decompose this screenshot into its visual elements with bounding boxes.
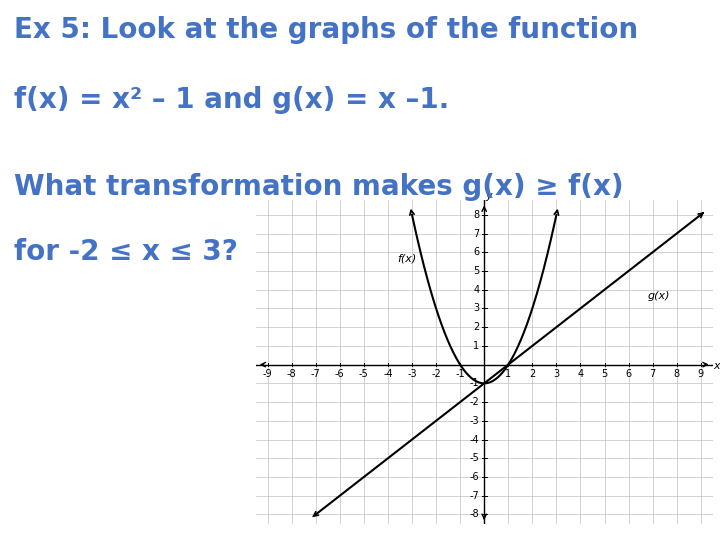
Text: -5: -5	[359, 369, 369, 379]
Text: -9: -9	[263, 369, 272, 379]
Text: -4: -4	[469, 435, 480, 444]
Text: 4: 4	[577, 369, 583, 379]
Text: -6: -6	[335, 369, 345, 379]
Text: f(x) = x² – 1 and g(x) = x –1.: f(x) = x² – 1 and g(x) = x –1.	[14, 86, 450, 114]
Text: What transformation makes g(x) ≥ f(x): What transformation makes g(x) ≥ f(x)	[14, 173, 624, 201]
Text: 2: 2	[473, 322, 480, 332]
Text: -8: -8	[287, 369, 297, 379]
Text: y: y	[486, 191, 492, 201]
Text: -3: -3	[469, 416, 480, 426]
Text: 6: 6	[473, 247, 480, 257]
Text: -5: -5	[469, 453, 480, 463]
Text: 1: 1	[473, 341, 480, 351]
Text: -2: -2	[431, 369, 441, 379]
Text: -7: -7	[469, 491, 480, 501]
Text: -3: -3	[408, 369, 417, 379]
Text: f(x): f(x)	[397, 254, 417, 264]
Text: -8: -8	[469, 509, 480, 519]
Text: -1: -1	[469, 379, 480, 388]
Text: 8: 8	[473, 210, 480, 220]
Text: 2: 2	[529, 369, 536, 379]
Text: -6: -6	[469, 472, 480, 482]
Text: -7: -7	[311, 369, 320, 379]
Text: 1: 1	[505, 369, 511, 379]
Text: 3: 3	[554, 369, 559, 379]
Text: 7: 7	[473, 228, 480, 239]
Text: 5: 5	[601, 369, 608, 379]
Text: 4: 4	[473, 285, 480, 295]
Text: 6: 6	[626, 369, 631, 379]
Text: -1: -1	[455, 369, 465, 379]
Text: for -2 ≤ x ≤ 3?: for -2 ≤ x ≤ 3?	[14, 238, 238, 266]
Text: 5: 5	[473, 266, 480, 276]
Text: x: x	[713, 361, 719, 370]
Text: g(x): g(x)	[648, 291, 670, 301]
Text: 7: 7	[649, 369, 656, 379]
Text: -4: -4	[383, 369, 392, 379]
Text: Ex 5: Look at the graphs of the function: Ex 5: Look at the graphs of the function	[14, 16, 639, 44]
Text: 9: 9	[698, 369, 704, 379]
Text: 3: 3	[473, 303, 480, 313]
Text: 8: 8	[674, 369, 680, 379]
Text: -2: -2	[469, 397, 480, 407]
